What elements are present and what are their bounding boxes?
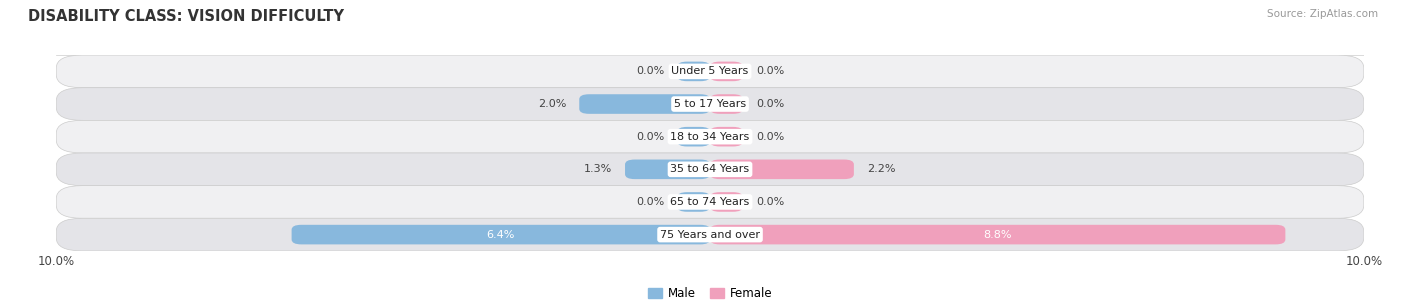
Text: 75 Years and over: 75 Years and over — [659, 230, 761, 240]
FancyBboxPatch shape — [710, 127, 742, 147]
FancyBboxPatch shape — [710, 159, 853, 179]
FancyBboxPatch shape — [678, 192, 710, 212]
FancyBboxPatch shape — [56, 55, 1364, 88]
Text: DISABILITY CLASS: VISION DIFFICULTY: DISABILITY CLASS: VISION DIFFICULTY — [28, 9, 344, 24]
FancyBboxPatch shape — [56, 88, 1364, 120]
FancyBboxPatch shape — [56, 153, 1364, 186]
Text: 2.0%: 2.0% — [538, 99, 567, 109]
Text: 8.8%: 8.8% — [983, 230, 1012, 240]
Text: 5 to 17 Years: 5 to 17 Years — [673, 99, 747, 109]
FancyBboxPatch shape — [710, 225, 1285, 244]
Text: 0.0%: 0.0% — [636, 197, 664, 207]
Text: 0.0%: 0.0% — [756, 197, 785, 207]
FancyBboxPatch shape — [678, 62, 710, 81]
Text: 0.0%: 0.0% — [636, 132, 664, 142]
Text: Source: ZipAtlas.com: Source: ZipAtlas.com — [1267, 9, 1378, 19]
Text: 0.0%: 0.0% — [756, 132, 785, 142]
Text: 18 to 34 Years: 18 to 34 Years — [671, 132, 749, 142]
FancyBboxPatch shape — [56, 186, 1364, 218]
FancyBboxPatch shape — [626, 159, 710, 179]
FancyBboxPatch shape — [710, 62, 742, 81]
FancyBboxPatch shape — [56, 218, 1364, 251]
Text: 6.4%: 6.4% — [486, 230, 515, 240]
Text: 2.2%: 2.2% — [868, 164, 896, 174]
FancyBboxPatch shape — [710, 94, 742, 114]
FancyBboxPatch shape — [678, 127, 710, 147]
FancyBboxPatch shape — [579, 94, 710, 114]
FancyBboxPatch shape — [710, 192, 742, 212]
Text: 1.3%: 1.3% — [583, 164, 612, 174]
FancyBboxPatch shape — [56, 120, 1364, 153]
Text: 0.0%: 0.0% — [756, 66, 785, 76]
Text: 35 to 64 Years: 35 to 64 Years — [671, 164, 749, 174]
Text: 0.0%: 0.0% — [636, 66, 664, 76]
Text: 0.0%: 0.0% — [756, 99, 785, 109]
Legend: Male, Female: Male, Female — [648, 287, 772, 300]
Text: 65 to 74 Years: 65 to 74 Years — [671, 197, 749, 207]
FancyBboxPatch shape — [291, 225, 710, 244]
Text: Under 5 Years: Under 5 Years — [672, 66, 748, 76]
